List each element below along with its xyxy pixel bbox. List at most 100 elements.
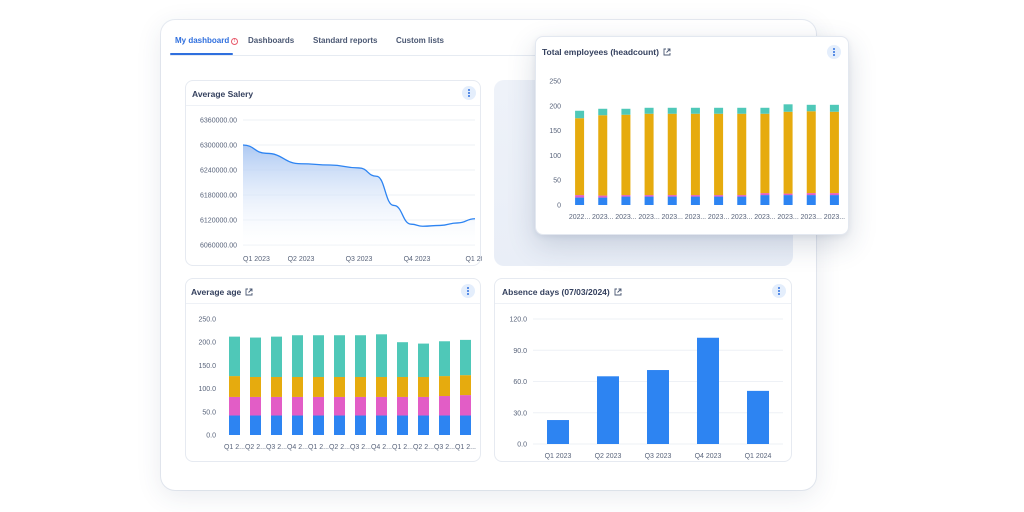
- bar-segment: [575, 118, 585, 196]
- total-employees-card: Total employees (headcount) 0 50 100 150 200…: [535, 36, 849, 235]
- x-tick-label: 2023...: [824, 214, 845, 221]
- bar-segment: [313, 415, 324, 435]
- bar-segment: [439, 341, 450, 377]
- x-tick-label: Q4 2...: [287, 444, 308, 451]
- y-tick-label: 50.0: [202, 409, 216, 416]
- bar-segment: [250, 396, 261, 416]
- y-tick-label: 30.0: [513, 410, 527, 417]
- x-tick-label: 2023...: [685, 214, 706, 221]
- bar-segment: [598, 108, 608, 116]
- y-tick-label: 90.0: [513, 348, 527, 355]
- bar-segment: [667, 195, 677, 197]
- bar-segment: [334, 335, 345, 377]
- bar-segment: [250, 415, 261, 435]
- bar-segment: [229, 415, 240, 435]
- tab-dashboards[interactable]: Dashboards: [248, 36, 295, 45]
- bar-segment: [292, 377, 303, 397]
- more-options-button[interactable]: [827, 45, 841, 59]
- x-tick-label: Q3 2023: [346, 256, 373, 263]
- y-tick-label: 100: [549, 153, 561, 160]
- bar-segment: [667, 113, 677, 196]
- bar-segment: [829, 104, 839, 112]
- bar-segment: [418, 415, 429, 435]
- card-divider: [186, 303, 480, 304]
- bar-segment: [737, 107, 747, 114]
- x-tick-label: Q4 2...: [371, 444, 392, 451]
- bar-segment: [271, 336, 282, 377]
- bar: [747, 390, 769, 444]
- more-options-button[interactable]: [462, 86, 476, 100]
- salary-area: [243, 145, 475, 245]
- bar-segment: [760, 113, 770, 194]
- bar-segment: [292, 396, 303, 416]
- y-tick-label: 6300000.00: [200, 143, 237, 150]
- bar-segment: [806, 111, 816, 194]
- bar-segment: [598, 197, 608, 205]
- bar-segment: [229, 336, 240, 377]
- x-tick-label: 2023...: [592, 214, 613, 221]
- card-title: Absence days (07/03/2024): [502, 287, 610, 297]
- card-title-wrap: Average age: [191, 287, 253, 297]
- y-tick-label: 200.0: [198, 340, 216, 347]
- bar-segment: [621, 114, 631, 196]
- bar-segment: [460, 395, 471, 416]
- bar-segment: [439, 376, 450, 397]
- bar-segment: [783, 193, 793, 196]
- bar-segment: [829, 111, 839, 194]
- bar-segment: [313, 396, 324, 416]
- bar-segment: [806, 104, 816, 112]
- bar-segment: [460, 375, 471, 396]
- more-options-button[interactable]: [772, 284, 786, 298]
- alert-badge-icon: !: [231, 38, 239, 45]
- bar-segment: [690, 196, 700, 205]
- bar-segment: [418, 396, 429, 416]
- external-link-icon[interactable]: [245, 288, 253, 296]
- card-divider: [186, 105, 480, 106]
- bar-segment: [667, 196, 677, 205]
- x-tick-label: Q3 2...: [434, 444, 455, 451]
- average-age-card: Average age 0.0 50.0 100.0 150.0 200.0 250.0 Q…: [185, 278, 481, 462]
- bar-segment: [439, 415, 450, 435]
- bar: [597, 376, 619, 444]
- x-tick-label: 2023...: [615, 214, 636, 221]
- y-tick-label: 150: [549, 128, 561, 135]
- tab-custom-lists[interactable]: Custom lists: [396, 36, 445, 45]
- x-tick-label: 2023...: [801, 214, 822, 221]
- bar-segment: [690, 195, 700, 197]
- bar-segment: [313, 377, 324, 397]
- x-tick-label: 2022...: [569, 214, 590, 221]
- tab-standard-reports[interactable]: Standard reports: [313, 36, 378, 45]
- bar-segment: [397, 377, 408, 397]
- y-tick-label: 0.0: [517, 442, 527, 449]
- y-tick-label: 6060000.00: [200, 243, 237, 250]
- bar-segment: [250, 377, 261, 397]
- y-tick-label: 6180000.00: [200, 193, 237, 200]
- tab-my-dashboard[interactable]: My dashboard!: [175, 36, 239, 45]
- bar-segment: [575, 195, 585, 198]
- active-tab-indicator: [170, 53, 233, 55]
- x-tick-label: Q1 20: [465, 256, 482, 263]
- y-tick-label: 150.0: [198, 363, 216, 370]
- x-tick-label: Q4 2023: [695, 453, 722, 460]
- x-tick-label: 2023...: [638, 214, 659, 221]
- bar-segment: [397, 396, 408, 416]
- more-options-button[interactable]: [461, 284, 475, 298]
- bar-segment: [829, 195, 839, 205]
- external-link-icon[interactable]: [614, 288, 622, 296]
- x-tick-label: Q3 2...: [350, 444, 371, 451]
- bar-segment: [355, 396, 366, 416]
- bar-segment: [598, 115, 608, 196]
- bar-segment: [355, 335, 366, 377]
- bar-segment: [292, 415, 303, 435]
- tab-bar: My dashboard! Dashboards Standard report…: [170, 36, 550, 56]
- x-tick-label: 2023...: [754, 214, 775, 221]
- bar-segment: [783, 104, 793, 112]
- x-tick-label: 2023...: [777, 214, 798, 221]
- external-link-icon[interactable]: [663, 48, 671, 56]
- bar-segment: [418, 343, 429, 377]
- absence-days-chart: 0.0 30.0 60.0 90.0 120.0 Q1 2023 Q2 2023 Q3 202…: [509, 317, 783, 460]
- bar-segment: [621, 108, 631, 115]
- bar-segment: [714, 195, 724, 197]
- card-title: Total employees (headcount): [542, 47, 659, 57]
